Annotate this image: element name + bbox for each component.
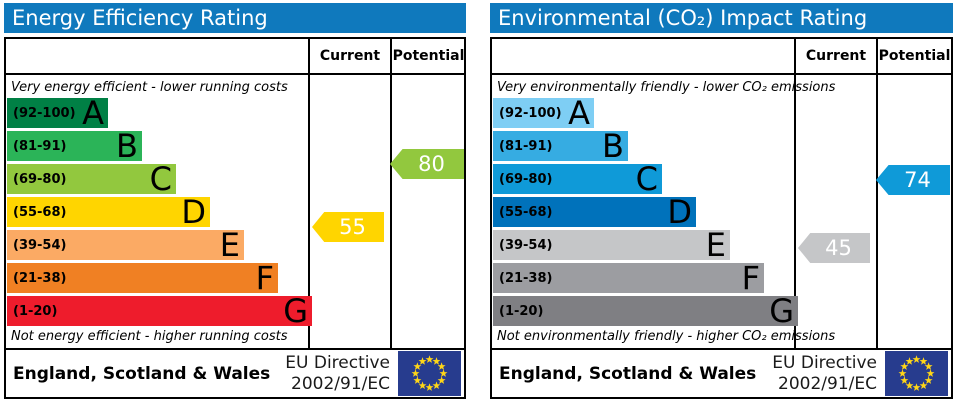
rating-bands: (92-100) A (81-91) B (69-80) C (55-68) D (39-54)… — [4, 0, 466, 404]
band-range-label: (21-38) — [499, 270, 553, 286]
bottom-note: Not energy efficient - higher running co… — [11, 329, 288, 344]
environmental-impact-panel: Environmental (CO₂) Impact Rating Curren… — [490, 0, 953, 404]
band-letter: A — [568, 94, 590, 132]
eu-directive-line2: 2002/91/EC — [291, 374, 390, 394]
rating-table-border — [4, 37, 466, 399]
potential-column-header: Potential — [392, 48, 465, 64]
band-D: (55-68) D — [7, 193, 210, 231]
header-row-divider — [490, 73, 953, 75]
eu-flag-icon — [398, 351, 461, 396]
band-range-label: (21-38) — [13, 270, 67, 286]
band-F: (21-38) F — [7, 259, 278, 297]
panel-title: Environmental (CO₂) Impact Rating — [498, 6, 868, 30]
band-letter: G — [769, 292, 794, 330]
current-rating-value: 55 — [339, 215, 366, 239]
band-letter: E — [219, 226, 240, 264]
eu-directive-line2: 2002/91/EC — [778, 374, 877, 394]
current-rating-arrow: 55 — [312, 212, 384, 242]
potential-rating-value: 80 — [418, 152, 445, 176]
band-letter: E — [705, 226, 726, 264]
eu-flag-stars — [411, 355, 448, 391]
band-letter: F — [255, 259, 274, 297]
footer-row-divider — [4, 348, 466, 350]
band-letter: F — [741, 259, 760, 297]
panel-title: Energy Efficiency Rating — [12, 6, 268, 30]
header-row-divider — [4, 73, 466, 75]
current-column-header: Current — [319, 48, 381, 64]
eu-flag-icon — [885, 351, 948, 396]
top-note: Very environmentally friendly - lower CO… — [497, 80, 836, 95]
band-letter: D — [181, 193, 206, 231]
column-divider-current — [308, 37, 310, 350]
band-letter: C — [635, 160, 658, 198]
eu-directive-line1: EU Directive — [285, 353, 390, 373]
eu-flag-stars — [898, 355, 935, 391]
region-label: England, Scotland & Wales — [13, 364, 271, 384]
band-B: (81-91) B — [7, 127, 142, 165]
band-range-label: (55-68) — [13, 204, 67, 220]
band-letter: C — [149, 160, 172, 198]
rating-table-border — [490, 37, 953, 399]
band-range-label: (69-80) — [13, 171, 67, 187]
band-G: (1-20) G — [493, 292, 798, 330]
band-range-label: (39-54) — [499, 237, 553, 253]
potential-rating-arrow: 74 — [876, 165, 950, 195]
potential-column-header: Potential — [878, 48, 951, 64]
band-range-label: (81-91) — [13, 138, 67, 154]
band-letter: A — [82, 94, 104, 132]
potential-rating-arrow: 80 — [390, 149, 464, 179]
footer-row-divider — [490, 348, 953, 350]
band-E: (39-54) E — [7, 226, 244, 264]
band-range-label: (92-100) — [499, 105, 562, 121]
column-divider-potential — [390, 37, 392, 350]
band-letter: B — [116, 127, 138, 165]
potential-rating-value: 74 — [904, 168, 931, 192]
band-range-label: (1-20) — [499, 303, 544, 319]
rating-bands: (92-100) A (81-91) B (69-80) C (55-68) D (39-54)… — [490, 0, 953, 404]
top-note: Very energy efficient - lower running co… — [11, 80, 288, 95]
band-F: (21-38) F — [493, 259, 764, 297]
band-A: (92-100) A — [493, 94, 594, 132]
panel-title-bar: Environmental (CO₂) Impact Rating — [490, 3, 953, 33]
band-E: (39-54) E — [493, 226, 730, 264]
energy-efficiency-panel: Energy Efficiency Rating Current Potenti… — [4, 0, 466, 404]
current-rating-value: 45 — [825, 236, 852, 260]
band-letter: G — [283, 292, 308, 330]
band-range-label: (55-68) — [499, 204, 553, 220]
band-A: (92-100) A — [7, 94, 108, 132]
eu-directive-line1: EU Directive — [772, 353, 877, 373]
current-column-header: Current — [805, 48, 867, 64]
current-rating-arrow: 45 — [798, 233, 870, 263]
column-divider-current — [794, 37, 796, 350]
eu-directive-label: EU Directive 2002/91/EC — [772, 353, 877, 395]
band-range-label: (1-20) — [13, 303, 58, 319]
band-range-label: (92-100) — [13, 105, 76, 121]
band-letter: D — [667, 193, 692, 231]
band-range-label: (69-80) — [499, 171, 553, 187]
panel-title-bar: Energy Efficiency Rating — [4, 3, 466, 33]
band-letter: B — [602, 127, 624, 165]
bottom-note: Not environmentally friendly - higher CO… — [497, 329, 836, 344]
band-C: (69-80) C — [493, 160, 662, 198]
band-G: (1-20) G — [7, 292, 312, 330]
eu-directive-label: EU Directive 2002/91/EC — [285, 353, 390, 395]
column-divider-potential — [876, 37, 878, 350]
band-D: (55-68) D — [493, 193, 696, 231]
region-label: England, Scotland & Wales — [499, 364, 757, 384]
band-range-label: (39-54) — [13, 237, 67, 253]
band-B: (81-91) B — [493, 127, 628, 165]
band-C: (69-80) C — [7, 160, 176, 198]
band-range-label: (81-91) — [499, 138, 553, 154]
